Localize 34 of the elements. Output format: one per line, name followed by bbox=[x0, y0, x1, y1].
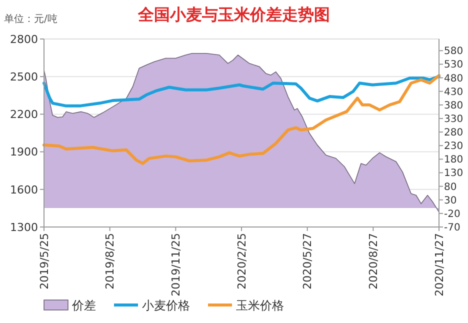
line-series bbox=[42, 74, 440, 165]
y-tick-label: 1600 bbox=[10, 183, 38, 196]
x-tick-label: 2019/11/25 bbox=[170, 233, 183, 296]
y2-tick-label: 330 bbox=[444, 114, 464, 125]
y2-tick-label: -20 bbox=[444, 208, 460, 220]
y2-tick-label: 430 bbox=[444, 86, 464, 98]
legend-label: 价差 bbox=[71, 298, 96, 312]
y2-tick-label: 480 bbox=[444, 73, 464, 84]
y2-tick-label: 180 bbox=[444, 154, 464, 166]
legend-label: 玉米价格 bbox=[236, 298, 284, 312]
x-tick-label: 2020/2/25 bbox=[235, 233, 248, 290]
text: 单位：元/吨 bbox=[4, 13, 58, 25]
line-series bbox=[42, 74, 440, 108]
x-tick-label: 2019/5/25 bbox=[38, 233, 51, 290]
x-tick-label: 2019/8/25 bbox=[104, 233, 117, 290]
y2-tick-label: 380 bbox=[444, 100, 464, 112]
x-tick-label: 2020/8/27 bbox=[367, 233, 380, 290]
x-tick-label: 2020/11/27 bbox=[432, 233, 446, 296]
chart-title: 全国小麦与玉米价差走势图 bbox=[137, 5, 330, 24]
y2-tick-label: -70 bbox=[444, 222, 460, 234]
y2-tick-label: 130 bbox=[444, 168, 464, 180]
y2-tick-label: 30 bbox=[444, 195, 457, 206]
y2-tick-label: 580 bbox=[444, 46, 464, 58]
x-tick-label: 2020/5/27 bbox=[301, 233, 314, 290]
legend-label: 小麦价格 bbox=[142, 298, 190, 312]
y2-tick-label: 280 bbox=[444, 128, 464, 139]
y-tick-label: 2800 bbox=[10, 32, 38, 46]
y-tick-label: 2500 bbox=[10, 70, 38, 84]
y2-tick-label: 80 bbox=[444, 182, 457, 193]
y2-tick-label: 230 bbox=[444, 141, 464, 152]
y2-tick-label: 530 bbox=[444, 60, 464, 71]
y-tick-label: 2200 bbox=[10, 108, 38, 122]
y-tick-label: 1900 bbox=[10, 146, 38, 159]
y-tick-label: 1300 bbox=[10, 220, 38, 234]
